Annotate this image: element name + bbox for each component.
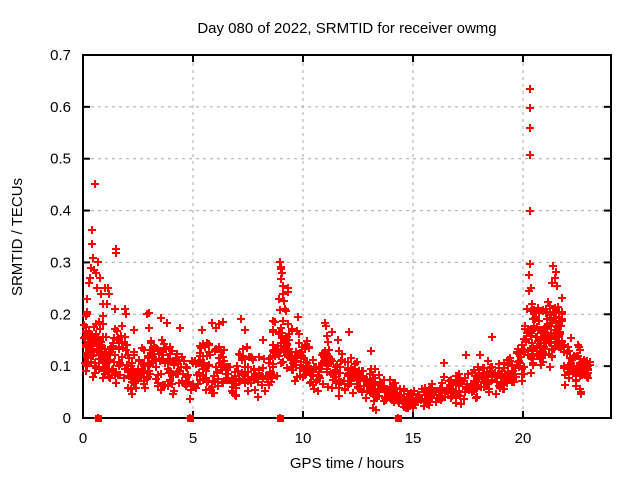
svg-text:0.5: 0.5 (50, 151, 71, 168)
svg-text:0: 0 (63, 410, 71, 427)
svg-text:0.4: 0.4 (50, 203, 71, 220)
svg-text:0.6: 0.6 (50, 99, 71, 116)
svg-text:0.7: 0.7 (50, 47, 71, 64)
data-points (80, 85, 594, 422)
svg-text:0.2: 0.2 (50, 306, 71, 323)
svg-text:15: 15 (405, 430, 422, 447)
chart-title: Day 080 of 2022, SRMTID for receiver owm… (197, 20, 496, 37)
svg-text:0.1: 0.1 (50, 358, 71, 375)
y-axis-label: SRMTID / TECUs (9, 178, 26, 296)
tick-labels: 0 5 10 15 20 0 0.1 0.2 0.3 0.4 0.5 0.6 0.7 (50, 47, 531, 447)
svg-text:0.3: 0.3 (50, 254, 71, 271)
svg-text:10: 10 (295, 430, 312, 447)
svg-text:0: 0 (79, 430, 87, 447)
svg-text:20: 20 (515, 430, 532, 447)
svg-text:5: 5 (189, 430, 197, 447)
x-axis-label: GPS time / hours (290, 455, 404, 472)
